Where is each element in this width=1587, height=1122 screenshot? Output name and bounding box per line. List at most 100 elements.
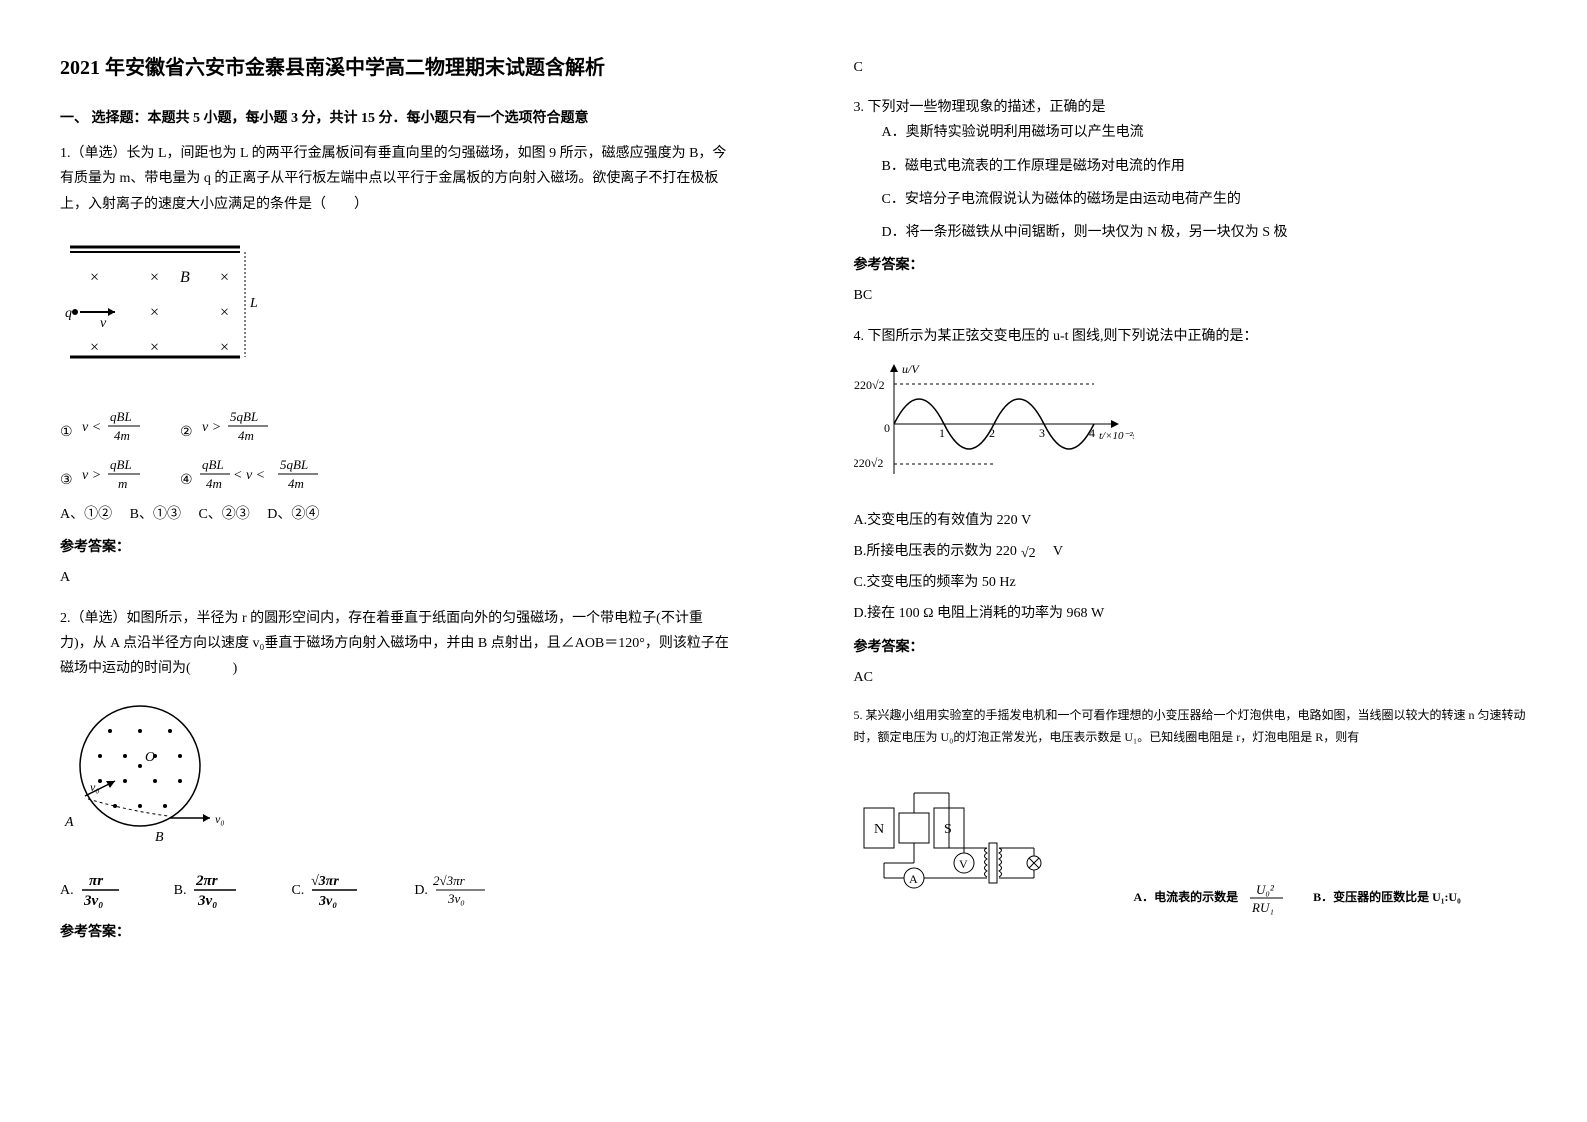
left-column: 2021 年安徽省六安市金寨县南溪中学高二物理期末试题含解析 一、 选择题：本题… bbox=[0, 0, 794, 1122]
section-heading: 一、 选择题：本题共 5 小题，每小题 3 分，共计 15 分．每小题只有一个选… bbox=[60, 106, 734, 131]
svg-text:×: × bbox=[90, 269, 99, 286]
question-4: 4. 下图所示为某正弦交变电压的 u-t 图线,则下列说法中正确的是： u/V … bbox=[854, 324, 1528, 691]
svg-text:S: S bbox=[944, 822, 952, 837]
svg-text:4: 4 bbox=[1089, 426, 1095, 440]
svg-text:3v₀: 3v₀ bbox=[447, 891, 465, 906]
q1-choices: A、①② B、①③ C、②③ D、②④ bbox=[60, 502, 734, 527]
q3-text: 3. 下列对一些物理现象的描述，正确的是 bbox=[854, 95, 1528, 120]
svg-text:×: × bbox=[150, 339, 159, 356]
svg-text:④: ④ bbox=[180, 473, 193, 488]
question-3: 3. 下列对一些物理现象的描述，正确的是 A．奥斯特实验说明利用磁场可以产生电流… bbox=[854, 95, 1528, 308]
svg-text:B: B bbox=[155, 830, 164, 845]
formula-4: ④ qBL 4m < v < 5qBL 4m bbox=[180, 454, 330, 494]
q1-formulas-row1: ① v < qBL 4m ② v > 5qBL 4m bbox=[60, 406, 734, 446]
svg-text:O: O bbox=[145, 750, 155, 765]
q3-opt-b: B．磁电式电流表的工作原理是磁场对电流的作用 bbox=[882, 154, 1528, 179]
question-2: 2.（单选）如图所示，半径为 r 的圆形空间内，存在着垂直于纸面向外的匀强磁场，… bbox=[60, 606, 734, 946]
svg-text:①: ① bbox=[60, 425, 73, 440]
q4-opt-b: B.所接电压表的示数为 220 √2 V bbox=[854, 539, 1528, 564]
svg-text:A: A bbox=[909, 872, 918, 886]
svg-text:V: V bbox=[959, 857, 968, 871]
answer-label: 参考答案： bbox=[60, 920, 734, 945]
q3-answer: BC bbox=[854, 283, 1528, 308]
q1-text: 1.（单选）长为 L，间距也为 L 的两平行金属板间有垂直向里的匀强磁场，如图 … bbox=[60, 141, 734, 217]
svg-text:q: q bbox=[65, 306, 72, 321]
svg-text:N: N bbox=[874, 822, 884, 837]
q1-answer: A bbox=[60, 565, 734, 590]
svg-text:L: L bbox=[249, 296, 258, 311]
svg-text:m: m bbox=[118, 476, 127, 491]
q5-opt-a-label: A．电流表的示数是 bbox=[1134, 887, 1239, 909]
q5-formula-a: U₀² RU₁ bbox=[1248, 880, 1288, 916]
q2-opt-d: D. 2√3πr 3v₀ bbox=[414, 870, 493, 910]
q2-answer-cont: C bbox=[854, 55, 1528, 80]
q2-diagram: O A v₀ B v₀ bbox=[60, 691, 734, 860]
svg-text:3: 3 bbox=[1039, 426, 1045, 440]
svg-text:0: 0 bbox=[884, 421, 890, 435]
answer-label: 参考答案： bbox=[854, 635, 1528, 660]
svg-text:×: × bbox=[150, 304, 159, 321]
svg-text:v >: v > bbox=[202, 420, 221, 435]
svg-text:v >: v > bbox=[82, 468, 101, 483]
svg-text:×: × bbox=[220, 269, 229, 286]
svg-text:×: × bbox=[220, 339, 229, 356]
svg-text:5qBL: 5qBL bbox=[230, 409, 258, 424]
q2-opt-b: B. 2πr 3v₀ bbox=[174, 870, 242, 910]
svg-text:3v₀: 3v₀ bbox=[197, 893, 217, 909]
svg-text:qBL: qBL bbox=[110, 457, 132, 472]
q5-diagram: N S A V bbox=[854, 768, 1114, 906]
q4-opt-a: A.交变电压的有效值为 220 V bbox=[854, 508, 1528, 533]
svg-text:3v₀: 3v₀ bbox=[83, 893, 103, 909]
svg-text:3v₀: 3v₀ bbox=[318, 894, 337, 909]
svg-text:U₀²: U₀² bbox=[1256, 882, 1275, 897]
q5-text: 5. 某兴趣小组用实验室的手摇发电机和一个可看作理想的小变压器给一个灯泡供电，电… bbox=[854, 705, 1528, 748]
q4-opt-d: D.接在 100 Ω 电阻上消耗的功率为 968 W bbox=[854, 601, 1528, 626]
question-1: 1.（单选）长为 L，间距也为 L 的两平行金属板间有垂直向里的匀强磁场，如图 … bbox=[60, 141, 734, 590]
q1-formulas-row2: ③ v > qBL m ④ qBL 4m < v < 5qBL 4m bbox=[60, 454, 734, 494]
q3-opt-c: C．安培分子电流假说认为磁体的磁场是由运动电荷产生的 bbox=[882, 187, 1528, 212]
svg-text:A: A bbox=[64, 815, 74, 830]
svg-text:√3πr: √3πr bbox=[311, 874, 339, 889]
svg-text:×: × bbox=[150, 269, 159, 286]
svg-text:√2: √2 bbox=[1021, 546, 1036, 561]
q3-opt-d: D．将一条形磁铁从中间锯断，则一块仅为 N 极，另一块仅为 S 极 bbox=[882, 220, 1528, 245]
svg-text:v₀: v₀ bbox=[90, 780, 100, 794]
formula-3: ③ v > qBL m bbox=[60, 454, 160, 494]
q1-diagram: L × × × × × × × × B q v bbox=[60, 227, 734, 396]
svg-text:RU₁: RU₁ bbox=[1251, 900, 1274, 915]
svg-text:2: 2 bbox=[989, 426, 995, 440]
q4-diagram: u/V t/×10⁻²s 220√2 0 −220√2 1 2 3 4 bbox=[854, 359, 1528, 498]
svg-text:qBL: qBL bbox=[110, 409, 132, 424]
svg-text:u/V: u/V bbox=[902, 362, 920, 376]
svg-text:−220√2: −220√2 bbox=[854, 456, 883, 470]
svg-text:4m: 4m bbox=[288, 476, 304, 491]
answer-label: 参考答案： bbox=[854, 253, 1528, 278]
q4-answer: AC bbox=[854, 665, 1528, 690]
svg-text:③: ③ bbox=[60, 473, 73, 488]
page-title: 2021 年安徽省六安市金寨县南溪中学高二物理期末试题含解析 bbox=[60, 50, 734, 86]
svg-text:qBL: qBL bbox=[202, 457, 224, 472]
svg-text:t/×10⁻²s: t/×10⁻²s bbox=[1099, 430, 1134, 442]
q2-opt-c: C. √3πr 3v₀ bbox=[291, 870, 364, 910]
answer-label: 参考答案： bbox=[60, 535, 734, 560]
q5-opt-b: B．变压器的匝数比是 U₁:U₀ bbox=[1313, 887, 1461, 909]
formula-1: ① v < qBL 4m bbox=[60, 406, 160, 446]
q2-options: A. πr 3v₀ B. 2πr 3v₀ C. √3πr bbox=[60, 870, 734, 910]
question-5: 5. 某兴趣小组用实验室的手摇发电机和一个可看作理想的小变压器给一个灯泡供电，电… bbox=[854, 705, 1528, 916]
svg-text:×: × bbox=[90, 339, 99, 356]
q2-opt-a: A. πr 3v₀ bbox=[60, 870, 124, 910]
svg-text:4m: 4m bbox=[206, 476, 222, 491]
q4-text: 4. 下图所示为某正弦交变电压的 u-t 图线,则下列说法中正确的是： bbox=[854, 324, 1528, 349]
svg-text:1: 1 bbox=[939, 426, 945, 440]
svg-text:v: v bbox=[100, 316, 107, 331]
svg-text:v <: v < bbox=[82, 420, 101, 435]
right-column: C 3. 下列对一些物理现象的描述，正确的是 A．奥斯特实验说明利用磁场可以产生… bbox=[794, 0, 1587, 1122]
svg-text:220√2: 220√2 bbox=[854, 378, 885, 392]
q3-opt-a: A．奥斯特实验说明利用磁场可以产生电流 bbox=[882, 120, 1528, 145]
svg-text:πr: πr bbox=[89, 873, 103, 889]
svg-text:5qBL: 5qBL bbox=[280, 457, 308, 472]
svg-text:②: ② bbox=[180, 425, 193, 440]
formula-2: ② v > 5qBL 4m bbox=[180, 406, 290, 446]
svg-text:4m: 4m bbox=[238, 428, 254, 443]
svg-text:B: B bbox=[180, 269, 190, 286]
